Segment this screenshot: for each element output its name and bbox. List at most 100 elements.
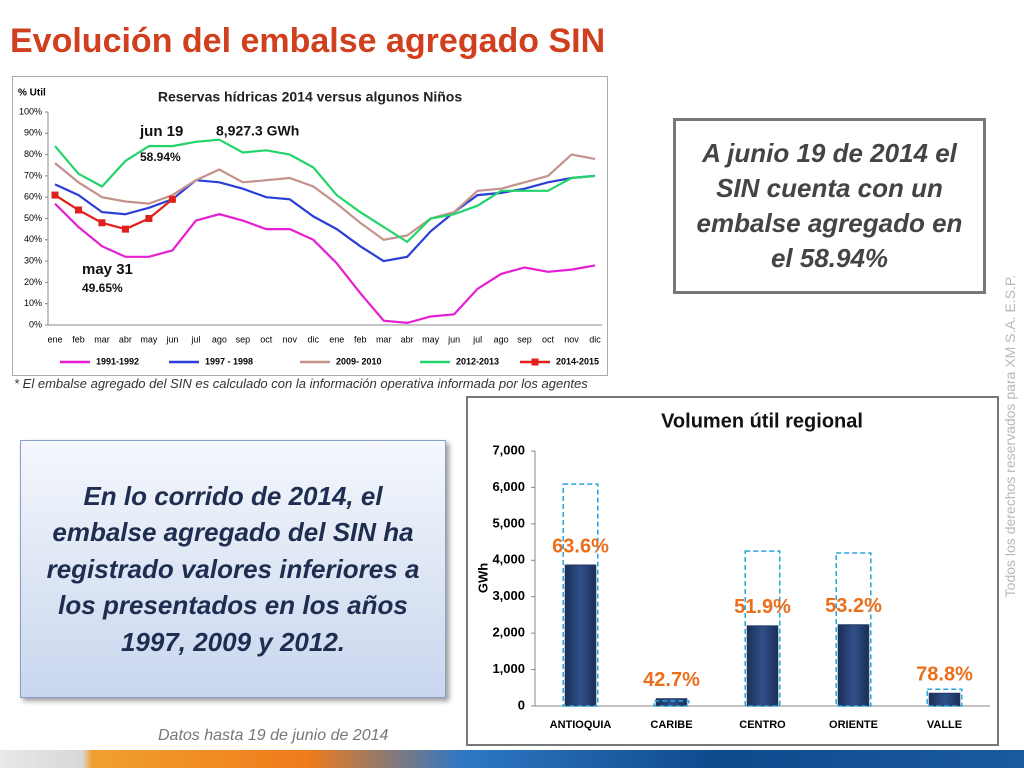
- bar: [928, 692, 961, 707]
- x-tick-label: mar: [94, 334, 110, 344]
- capacity-box: [744, 550, 781, 707]
- series-line: [54, 174, 596, 263]
- y-tick-label: 6,000: [492, 479, 525, 494]
- series-marker: [74, 206, 82, 214]
- series-marker: [168, 195, 176, 203]
- y-tick-label: 10%: [24, 298, 42, 308]
- annotation: jun 19: [139, 123, 183, 140]
- legend-label: 1991-1992: [96, 356, 139, 366]
- annotation: 49.65%: [82, 281, 123, 295]
- y-tick-label: 5,000: [492, 515, 525, 530]
- x-tick-label: may: [422, 334, 440, 344]
- footer-band: [0, 750, 1024, 768]
- y-tick-label: 0: [518, 697, 525, 712]
- x-tick-label: nov: [564, 334, 579, 344]
- chart-frame: [466, 396, 999, 746]
- x-tick-label: may: [140, 334, 158, 344]
- x-tick-label: ANTIOQUIA: [550, 719, 612, 731]
- x-tick-label: ene: [329, 334, 344, 344]
- y-tick-label: 20%: [24, 277, 42, 287]
- y-tick-label: 0%: [29, 319, 42, 329]
- series-line: [54, 138, 596, 244]
- data-label: 53.2%: [825, 595, 882, 617]
- series-line: [54, 194, 174, 231]
- x-tick-label: mar: [376, 334, 392, 344]
- x-tick-label: ago: [212, 334, 227, 344]
- rights-text: Todos los derechos reservados para XM S.…: [1002, 274, 1018, 598]
- legend-label: 2012-2013: [456, 356, 499, 366]
- right-text-box: A junio 19 de 2014 el SIN cuenta con un …: [673, 118, 986, 294]
- annotation: 8,927.3 GWh: [216, 123, 299, 139]
- x-tick-label: abr: [401, 334, 414, 344]
- x-tick-label: abr: [119, 334, 132, 344]
- x-tick-label: dic: [308, 334, 320, 344]
- series-marker: [145, 215, 153, 222]
- series-line: [54, 153, 596, 241]
- series-line: [54, 202, 596, 325]
- x-tick-label: feb: [354, 334, 367, 344]
- bar: [837, 624, 870, 707]
- data-label: 63.6%: [552, 535, 609, 557]
- x-tick-label: CARIBE: [650, 719, 692, 731]
- y-tick-label: 60%: [24, 192, 42, 202]
- footnote: * El embalse agregado del SIN es calcula…: [14, 376, 588, 391]
- bar-chart: Volumen útil regional GWh 0 1,000 2,000 3,000…: [466, 396, 999, 746]
- x-tick-label: oct: [542, 334, 555, 344]
- y-tick-label: 50%: [24, 213, 42, 223]
- y-tick-label: 30%: [24, 255, 42, 265]
- x-tick-label: ago: [494, 334, 509, 344]
- capacity-box: [835, 552, 872, 707]
- x-tick-label: CENTRO: [739, 719, 786, 731]
- legend-swatch: [531, 358, 539, 366]
- chart-title: Reservas hídricas 2014 versus algunos Ni…: [158, 89, 462, 105]
- x-tick-label: VALLE: [927, 719, 962, 731]
- y-tick-label: 70%: [24, 170, 42, 180]
- x-tick-label: jun: [165, 334, 178, 344]
- data-label: 78.8%: [916, 664, 973, 686]
- x-tick-label: ORIENTE: [829, 719, 878, 731]
- x-tick-label: jun: [447, 334, 460, 344]
- x-tick-label: oct: [260, 334, 273, 344]
- y-axis-label: % Util: [18, 88, 46, 99]
- annotation: may 31: [82, 261, 133, 278]
- annotation: 58.94%: [140, 150, 181, 164]
- x-tick-label: nov: [283, 334, 298, 344]
- chart-title: Volumen útil regional: [661, 410, 863, 432]
- y-axis-label: GWh: [475, 563, 490, 593]
- y-tick-label: 40%: [24, 234, 42, 244]
- capacity-box: [562, 483, 599, 707]
- bar: [746, 625, 779, 707]
- x-tick-label: jul: [472, 334, 482, 344]
- data-label: 51.9%: [734, 596, 791, 618]
- data-label: 42.7%: [643, 669, 700, 691]
- series-marker: [98, 219, 106, 227]
- bar: [564, 564, 597, 707]
- x-tick-label: sep: [517, 334, 532, 344]
- y-tick-label: 80%: [24, 149, 42, 159]
- y-tick-label: 90%: [24, 128, 42, 138]
- y-tick-label: 1,000: [492, 661, 525, 676]
- y-tick-label: 2,000: [492, 625, 525, 640]
- x-tick-label: dic: [589, 334, 601, 344]
- left-text-box: En lo corrido de 2014, el embalse agrega…: [20, 440, 446, 698]
- slide-title: Evolución del embalse agregado SIN: [10, 22, 606, 60]
- legend-label: 2014-2015: [556, 356, 599, 366]
- data-date: Datos hasta 19 de junio de 2014: [158, 727, 389, 744]
- capacity-box: [926, 688, 963, 707]
- series-marker: [51, 191, 59, 199]
- legend-label: 2009- 2010: [336, 356, 382, 366]
- bar: [655, 698, 688, 707]
- y-tick-label: 4,000: [492, 552, 525, 567]
- legend-label: 1997 - 1998: [205, 356, 253, 366]
- series-marker: [121, 225, 129, 233]
- x-tick-label: jul: [190, 334, 200, 344]
- y-tick-label: 3,000: [492, 588, 525, 603]
- x-tick-label: ene: [47, 334, 62, 344]
- y-tick-label: 100%: [19, 106, 42, 116]
- y-tick-label: 7,000: [492, 442, 525, 457]
- x-tick-label: feb: [72, 334, 85, 344]
- capacity-box: [653, 700, 690, 707]
- line-chart: Reservas hídricas 2014 versus algunos Ni…: [12, 76, 608, 376]
- x-tick-label: sep: [236, 334, 251, 344]
